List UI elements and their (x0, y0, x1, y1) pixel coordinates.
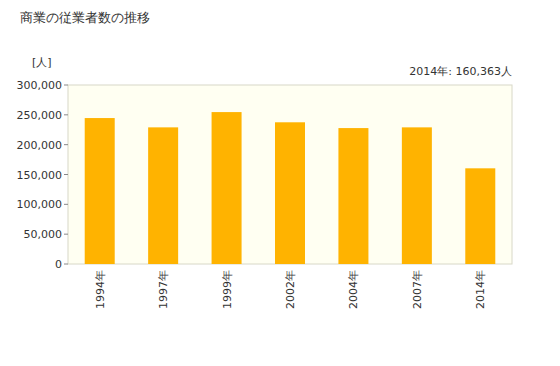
y-tick-label: 100,000 (17, 198, 63, 211)
bar (338, 128, 368, 264)
y-tick-label: 0 (55, 258, 62, 271)
bar (212, 112, 242, 264)
y-tick (64, 144, 68, 145)
bar (85, 118, 115, 264)
y-tick (64, 85, 68, 86)
x-tick-label: 2007年 (411, 270, 424, 309)
bar (275, 122, 305, 264)
bar (148, 127, 178, 264)
bar (402, 127, 432, 264)
y-tick (64, 174, 68, 175)
y-tick-label: 250,000 (17, 109, 63, 122)
y-tick (64, 114, 68, 115)
x-tick-label: 2004年 (347, 270, 360, 309)
annotation: 2014年: 160,363人 (409, 65, 512, 78)
y-tick-label: 50,000 (24, 228, 63, 241)
y-tick (64, 264, 68, 265)
x-tick-label: 1994年 (94, 270, 107, 309)
bars (85, 112, 496, 264)
title: 商業の従業者数の推移 (20, 10, 150, 25)
x-tick-label: 2002年 (284, 270, 297, 309)
x-tick-label: 1997年 (157, 270, 170, 309)
x-tick-label: 2014年 (474, 270, 487, 309)
x-tick-label: 1999年 (221, 270, 234, 309)
y-tick (64, 204, 68, 205)
y-tick (64, 234, 68, 235)
bar (465, 168, 495, 264)
y-tick-label: 150,000 (17, 169, 63, 182)
y-tick-label: 300,000 (17, 79, 63, 92)
chart-svg: 商業の従業者数の推移 [人] 2014年: 160,363人 0 50,000 100,0… (0, 0, 560, 366)
chart-root: 商業の従業者数の推移 [人] 2014年: 160,363人 0 50,000 100,0… (0, 0, 560, 366)
y-axis-label: [人] (32, 56, 52, 69)
plot-area (68, 85, 512, 264)
y-tick-label: 200,000 (17, 139, 63, 152)
